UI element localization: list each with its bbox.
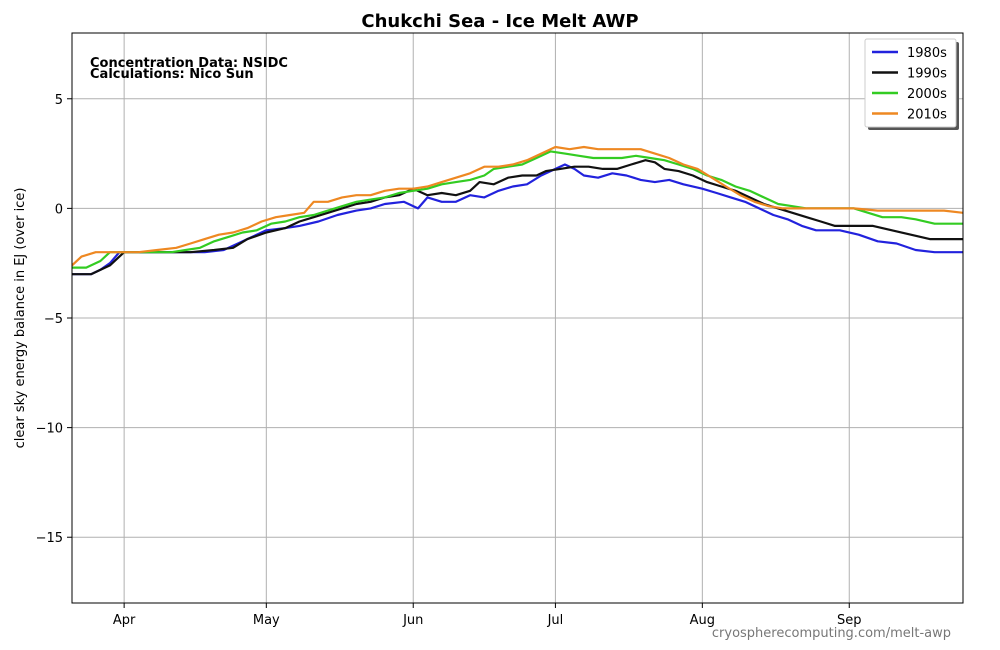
y-tick-label: −15 xyxy=(36,531,63,546)
legend-label: 2000s xyxy=(907,87,947,102)
credit-text: cryospherecomputing.com/melt-awp xyxy=(712,626,951,641)
y-tick-label: 0 xyxy=(55,202,63,217)
x-tick-label: Sep xyxy=(837,613,862,628)
legend-label: 1980s xyxy=(907,46,947,61)
legend: 1980s 1990s 2000s 2010s xyxy=(864,38,959,130)
x-tick-label: Jul xyxy=(547,613,564,628)
series-line-2000s xyxy=(72,150,963,269)
annotation-calculations: Calculations: Nico Sun xyxy=(90,67,254,82)
legend-box xyxy=(864,38,957,128)
series-line-1990s xyxy=(72,159,963,276)
y-tick-label: 5 xyxy=(55,93,63,108)
annotation-concentration: Concentration Data: NSIDC xyxy=(90,56,288,71)
series-line-1980s xyxy=(72,163,963,276)
x-tick-label: Aug xyxy=(690,613,715,628)
grid xyxy=(72,33,963,603)
y-axis-label: clear sky energy balance in EJ (over ice… xyxy=(13,188,28,449)
plot-frame xyxy=(71,32,964,604)
plot-area xyxy=(72,145,963,276)
x-tick-label: Apr xyxy=(113,613,136,628)
y-tick-label: −10 xyxy=(36,422,63,437)
series-line-2010s xyxy=(72,145,963,267)
x-tick-label: Jun xyxy=(402,613,423,628)
y-tick-label: −5 xyxy=(44,312,63,327)
x-tick-label: May xyxy=(253,613,280,628)
legend-label: 1990s xyxy=(907,67,947,82)
ticks: Apr May Jun Jul Aug Sep 5 0 −5 −10 −15 xyxy=(36,93,862,628)
chart-title: Chukchi Sea - Ice Melt AWP xyxy=(361,11,638,32)
series-lines xyxy=(72,145,963,276)
legend-label: 2010s xyxy=(907,108,947,123)
